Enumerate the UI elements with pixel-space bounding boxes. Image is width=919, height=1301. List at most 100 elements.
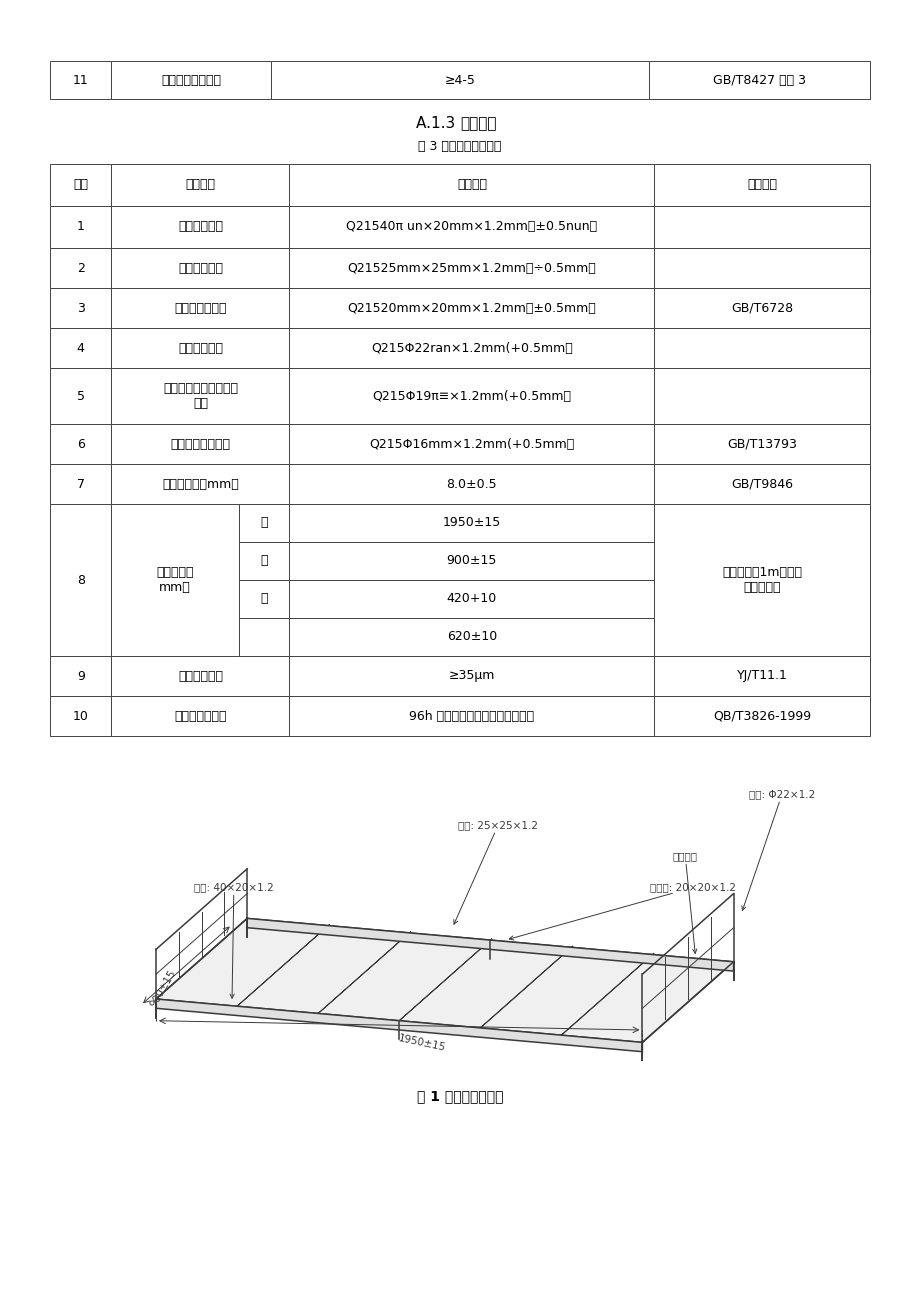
Bar bbox=[50, 464, 111, 503]
Bar bbox=[238, 580, 289, 618]
Text: 宽: 宽 bbox=[260, 554, 267, 567]
Bar bbox=[111, 424, 289, 464]
Bar bbox=[111, 328, 289, 368]
Bar bbox=[653, 164, 869, 206]
Polygon shape bbox=[480, 946, 573, 1028]
Bar bbox=[50, 328, 111, 368]
Text: 床头: Φ22×1.2: 床头: Φ22×1.2 bbox=[741, 790, 814, 911]
Bar bbox=[289, 580, 653, 618]
Text: 900±15: 900±15 bbox=[447, 554, 496, 567]
Text: 10: 10 bbox=[73, 709, 88, 722]
Bar bbox=[50, 248, 111, 288]
Text: Q215Φ22ran×1.2mm(+0.5mm）: Q215Φ22ran×1.2mm(+0.5mm） bbox=[370, 341, 573, 354]
Text: 图 1 硬折叠床样式图: 图 1 硬折叠床样式图 bbox=[416, 1089, 503, 1103]
Bar bbox=[111, 696, 289, 736]
Text: 矩管（床中腿）: 矩管（床中腿） bbox=[174, 302, 226, 315]
Text: YJ/T11.1: YJ/T11.1 bbox=[736, 670, 787, 683]
Bar bbox=[111, 248, 289, 288]
Bar bbox=[50, 164, 111, 206]
Text: 1: 1 bbox=[76, 220, 85, 233]
Bar bbox=[653, 288, 869, 328]
Text: 5: 5 bbox=[76, 389, 85, 402]
Text: 考核项目: 考核项目 bbox=[186, 178, 215, 191]
Text: 床架: 40×20×1.2: 床架: 40×20×1.2 bbox=[194, 882, 274, 998]
Bar bbox=[653, 464, 869, 503]
Bar bbox=[50, 424, 111, 464]
Text: 1950±15: 1950±15 bbox=[397, 1033, 446, 1053]
Text: 96h 膜层不起泡，不脱落，无锈斑: 96h 膜层不起泡，不脱落，无锈斑 bbox=[409, 709, 534, 722]
Text: GB/T13793: GB/T13793 bbox=[726, 437, 796, 450]
Text: 高: 高 bbox=[260, 592, 267, 605]
Bar bbox=[50, 288, 111, 328]
Text: 2: 2 bbox=[76, 262, 85, 275]
Polygon shape bbox=[247, 919, 732, 971]
Bar bbox=[653, 248, 869, 288]
Bar bbox=[289, 206, 653, 248]
Text: 床档: 25×25×1.2: 床档: 25×25×1.2 bbox=[453, 821, 538, 924]
Bar bbox=[289, 618, 653, 656]
Text: 620±10: 620±10 bbox=[447, 631, 496, 644]
Bar bbox=[289, 368, 653, 424]
Polygon shape bbox=[237, 924, 330, 1006]
Bar bbox=[289, 696, 653, 736]
Text: Q21525mm×25mm×1.2mm（÷0.5mm）: Q21525mm×25mm×1.2mm（÷0.5mm） bbox=[347, 262, 596, 275]
Bar bbox=[289, 328, 653, 368]
Bar bbox=[653, 656, 869, 696]
Text: Q21540π un×20mm×1.2mm（±0.5nun）: Q21540π un×20mm×1.2mm（±0.5nun） bbox=[346, 220, 596, 233]
Bar bbox=[111, 288, 289, 328]
Bar bbox=[653, 328, 869, 368]
Bar bbox=[238, 618, 289, 656]
Bar bbox=[289, 164, 653, 206]
Text: 钢管（床头）: 钢管（床头） bbox=[177, 341, 222, 354]
Text: 技术要求: 技术要求 bbox=[457, 178, 486, 191]
Text: A.1.3: A.1.3 bbox=[415, 117, 460, 131]
Bar bbox=[111, 368, 289, 424]
Text: 钢管（床头、床中腿横
撑）: 钢管（床头、床中腿横 撑） bbox=[163, 382, 238, 410]
Bar bbox=[289, 503, 653, 543]
Text: 床中腿: 20×20×1.2: 床中腿: 20×20×1.2 bbox=[509, 882, 735, 939]
Bar bbox=[50, 368, 111, 424]
Text: 1950±15: 1950±15 bbox=[442, 516, 501, 530]
Polygon shape bbox=[399, 939, 492, 1021]
Bar bbox=[289, 248, 653, 288]
Text: 8: 8 bbox=[76, 574, 85, 587]
Bar bbox=[653, 206, 869, 248]
Text: 长: 长 bbox=[260, 516, 267, 530]
Text: 硬折叠床: 硬折叠床 bbox=[460, 117, 496, 131]
Text: GB/T8427 方法 3: GB/T8427 方法 3 bbox=[712, 73, 805, 86]
Text: 9: 9 bbox=[76, 670, 85, 683]
Bar bbox=[238, 503, 289, 543]
Text: Q21520mm×20mm×1.2mm（±0.5mm）: Q21520mm×20mm×1.2mm（±0.5mm） bbox=[347, 302, 596, 315]
Text: ≥4-5: ≥4-5 bbox=[444, 73, 475, 86]
Text: Q215Φ19π≡×1.2mm(+0.5mm）: Q215Φ19π≡×1.2mm(+0.5mm） bbox=[372, 389, 571, 402]
Bar bbox=[111, 206, 289, 248]
Polygon shape bbox=[561, 954, 653, 1036]
Bar bbox=[111, 61, 271, 99]
Text: 8.0±0.5: 8.0±0.5 bbox=[446, 477, 496, 490]
Text: 钢管（床头竖撑）: 钢管（床头竖撑） bbox=[170, 437, 231, 450]
Bar bbox=[289, 656, 653, 696]
Bar bbox=[111, 464, 289, 503]
Bar bbox=[271, 61, 648, 99]
Text: 6: 6 bbox=[76, 437, 85, 450]
Text: 4: 4 bbox=[76, 341, 85, 354]
Bar bbox=[50, 503, 111, 656]
Text: 耐光色牢度（级）: 耐光色牢度（级） bbox=[161, 73, 221, 86]
Bar bbox=[289, 288, 653, 328]
Text: 塑聚垫板: 塑聚垫板 bbox=[672, 851, 697, 954]
Bar bbox=[50, 696, 111, 736]
Text: GB/T6728: GB/T6728 bbox=[731, 302, 792, 315]
Text: 采用精度为1m的钢卷
尺进行测量: 采用精度为1m的钢卷 尺进行测量 bbox=[721, 566, 801, 595]
Text: 3: 3 bbox=[76, 302, 85, 315]
Text: 矩管（床架）: 矩管（床架） bbox=[177, 220, 222, 233]
Polygon shape bbox=[156, 999, 641, 1051]
Bar bbox=[111, 164, 289, 206]
Text: GB/T9846: GB/T9846 bbox=[731, 477, 792, 490]
Polygon shape bbox=[318, 932, 411, 1013]
Bar bbox=[653, 503, 869, 656]
Bar bbox=[289, 464, 653, 503]
Text: 表 3 硬折叠床质量要求: 表 3 硬折叠床质量要求 bbox=[418, 139, 501, 152]
Text: 矩管（床档）: 矩管（床档） bbox=[177, 262, 222, 275]
Bar bbox=[289, 543, 653, 580]
Bar bbox=[648, 61, 869, 99]
